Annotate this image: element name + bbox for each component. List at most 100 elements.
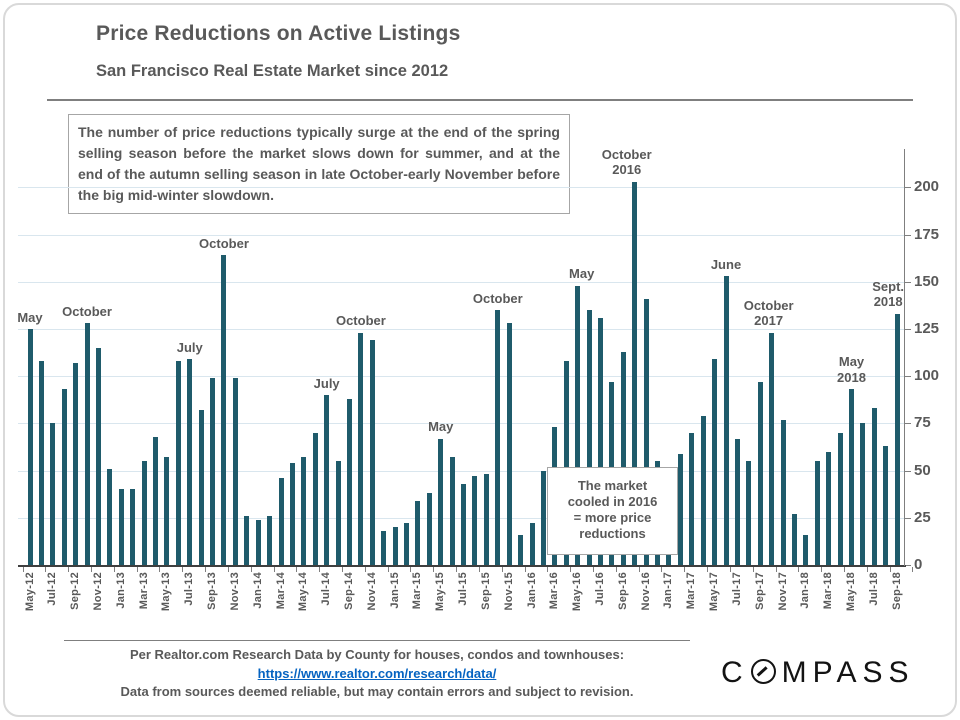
x-tick (570, 567, 572, 572)
annotation-May-18: May 2018 (837, 354, 866, 385)
annotation-Oct-14: October (335, 313, 386, 329)
y-tick-125 (904, 329, 911, 330)
bar-Jun-15 (449, 457, 455, 565)
footer: Per Realtor.com Research Data by County … (40, 646, 714, 702)
x-tick-label-Sep-15: Sep-15 (479, 572, 492, 610)
x-tick-label-Sep-12: Sep-12 (69, 572, 82, 610)
bar-Dec-14 (381, 531, 387, 565)
bar-Nov-12 (95, 347, 101, 565)
bar-Nov-17 (780, 419, 786, 565)
bar-Oct-13 (221, 255, 227, 565)
bar-Jan-18 (803, 534, 809, 565)
bar-Jun-17 (723, 276, 729, 565)
x-tick-label-Jan-14: Jan-14 (251, 572, 264, 609)
bar-Jul-12 (50, 423, 56, 565)
x-tick-label-Jul-18: Jul-18 (867, 572, 880, 606)
y-axis-line (904, 149, 905, 566)
footer-disclaimer: Data from sources deemed reliable, but m… (120, 684, 634, 699)
page-title: Price Reductions on Active Listings (96, 22, 461, 45)
x-tick-label-Nov-14: Nov-14 (365, 572, 378, 611)
x-tick (889, 567, 891, 572)
x-tick (661, 567, 663, 572)
bar-Sep-14 (346, 398, 352, 565)
x-tick-label-May-17: May-17 (708, 572, 721, 612)
x-tick (387, 567, 389, 572)
x-tick (821, 567, 823, 572)
x-tick-label-Jul-14: Jul-14 (320, 572, 333, 606)
bar-Mar-13 (141, 461, 147, 565)
bar-May-12 (27, 329, 33, 565)
bar-Jun-13 (175, 361, 181, 565)
y-tick-50 (904, 470, 911, 472)
bar-Jan-16 (529, 523, 535, 565)
annotation-Oct-17: October 2017 (743, 297, 794, 329)
gridline-100 (18, 376, 905, 378)
y-tick-label-175: 175 (914, 225, 940, 243)
info-box: The number of price reductions typically… (68, 114, 570, 214)
bar-Aug-17 (746, 461, 752, 565)
bar-Feb-14 (267, 515, 273, 565)
x-tick-label-May-18: May-18 (845, 572, 858, 612)
bar-Jan-14 (255, 519, 261, 565)
annotation-Oct-15: October (472, 290, 523, 306)
callout-line: reductions (579, 526, 646, 541)
x-tick (684, 567, 686, 572)
bar-Jun-12 (38, 361, 44, 565)
bar-Mar-17 (689, 432, 695, 565)
x-tick-label-Jul-17: Jul-17 (730, 572, 743, 606)
bar-Sep-12 (73, 362, 79, 565)
y-tick-label-75: 75 (914, 414, 931, 432)
x-tick-label-Jul-15: Jul-15 (457, 572, 470, 606)
x-tick (478, 567, 480, 572)
x-tick (752, 567, 754, 572)
gridline-175 (18, 234, 905, 236)
x-tick-label-Nov-16: Nov-16 (639, 572, 652, 611)
x-tick (45, 567, 47, 572)
bar-Jun-16 (586, 310, 592, 565)
bar-Dec-17 (791, 514, 797, 565)
x-tick-label-Jan-16: Jan-16 (525, 572, 538, 609)
annotation-Jun-17: June (710, 256, 742, 272)
bar-Oct-14 (358, 332, 364, 565)
bar-Jun-18 (860, 423, 866, 565)
x-tick-label-Jan-15: Jan-15 (388, 572, 401, 609)
x-tick-label-Nov-17: Nov-17 (776, 572, 789, 611)
bar-May-14 (301, 457, 307, 565)
bar-Sep-17 (757, 381, 763, 565)
y-tick-200 (904, 187, 911, 189)
bar-Jun-14 (312, 432, 318, 565)
bar-Sep-15 (483, 474, 489, 565)
bar-Sep-18 (894, 313, 900, 565)
bar-Apr-16 (563, 361, 569, 565)
x-tick (456, 567, 458, 572)
bar-Jul-15 (461, 483, 467, 565)
bar-Dec-12 (107, 468, 113, 565)
x-tick-label-Jul-16: Jul-16 (594, 572, 606, 606)
bar-May-16 (575, 285, 581, 565)
x-tick (524, 567, 526, 572)
x-tick-label-May-13: May-13 (160, 572, 173, 612)
y-tick-0 (904, 565, 911, 566)
x-axis-line (18, 565, 906, 567)
x-tick (433, 567, 435, 572)
x-tick (501, 567, 503, 572)
x-tick (410, 567, 412, 572)
x-tick (798, 567, 800, 572)
x-tick-label-May-15: May-15 (434, 572, 447, 612)
y-tick-175 (904, 234, 911, 236)
bar-Jul-16 (598, 317, 603, 565)
footer-source-line: Per Realtor.com Research Data by County … (129, 647, 625, 662)
gridline-50 (18, 470, 905, 472)
bar-Nov-13 (232, 378, 238, 565)
bar-Feb-15 (404, 523, 410, 565)
gridline-75 (18, 423, 905, 425)
x-tick-label-Mar-15: Mar-15 (411, 572, 424, 610)
x-tick-label-Nov-15: Nov-15 (502, 572, 515, 611)
x-tick-label-May-12: May-12 (23, 572, 36, 612)
footer-link[interactable]: https://www.realtor.com/research/data/ (257, 665, 497, 681)
x-tick (364, 567, 366, 572)
x-tick (68, 567, 70, 572)
compass-logo: C MPASS (721, 656, 915, 689)
bar-Jul-18 (871, 408, 877, 565)
callout-box: The market cooled in 2016 = more price r… (547, 467, 678, 555)
